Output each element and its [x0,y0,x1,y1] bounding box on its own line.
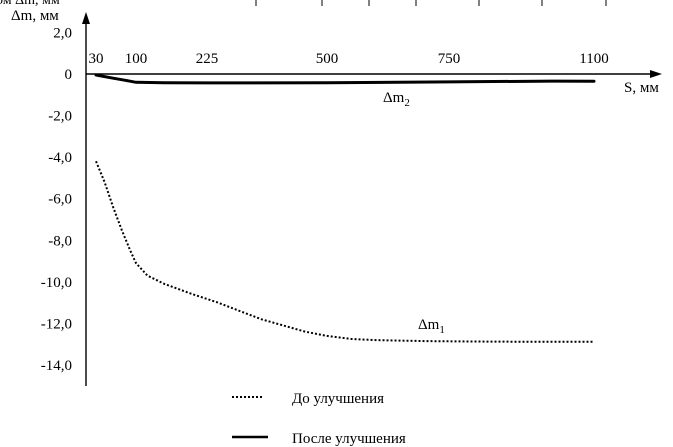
x-axis-label: S, мм [624,80,659,96]
series-label-dm2: Δm2 [383,90,410,109]
y-tick-label: -12,0 [41,316,72,332]
legend: До улучшения После улучшения [232,391,406,447]
series-line-Δm1 [95,160,594,343]
x-tick-label: 225 [196,51,219,67]
y-tick-label: -8,0 [48,233,72,249]
y-tick-label: -4,0 [48,150,72,166]
x-tick-label: 30 [89,51,104,67]
series-label-dm1: Δm1 [418,317,445,336]
x-tick-label: 1100 [579,51,608,67]
x-tick-label: 750 [438,51,461,67]
legend-label-before: До улучшения [292,391,384,407]
x-tick-label: 500 [316,51,339,67]
y-tick-label: -2,0 [48,109,72,125]
series-layer [94,73,596,343]
top-edge-stubs [255,0,607,6]
y-tick-label: -14,0 [41,358,72,374]
x-axis-arrow [650,70,662,78]
x-tick-label: 100 [125,51,148,67]
x-ticks: 30 100 225 500 750 1100 [89,51,609,67]
y-tick-label: 0 [65,67,73,83]
y-tick-label: -10,0 [41,275,72,291]
y-axis-arrow [82,12,90,24]
series-line-Δm2 [94,73,596,85]
legend-label-after: После улучшения [292,431,406,447]
y-tick-label: 2,0 [53,25,72,41]
y-tick-label: -6,0 [48,192,72,208]
clipped-header-text: ом Δm, мм [0,0,60,8]
y-ticks: 2,0 0 -2,0 -4,0 -6,0 -8,0 -10,0 -12,0 -14,0 [41,25,72,374]
y-axis-label: Δm, мм [11,8,59,24]
